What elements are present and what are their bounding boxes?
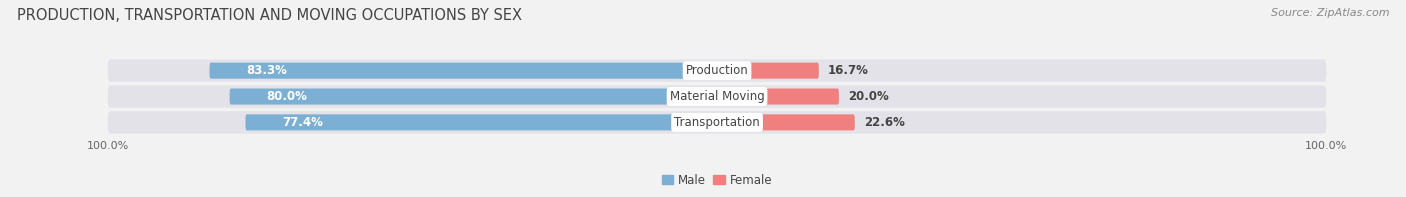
Text: 16.7%: 16.7% xyxy=(828,64,869,77)
Legend: Male, Female: Male, Female xyxy=(657,169,778,191)
Text: Source: ZipAtlas.com: Source: ZipAtlas.com xyxy=(1271,8,1389,18)
FancyBboxPatch shape xyxy=(108,59,1326,82)
Text: Material Moving: Material Moving xyxy=(669,90,765,103)
Text: 22.6%: 22.6% xyxy=(863,116,905,129)
Text: Transportation: Transportation xyxy=(675,116,759,129)
FancyBboxPatch shape xyxy=(108,85,1326,108)
Text: PRODUCTION, TRANSPORTATION AND MOVING OCCUPATIONS BY SEX: PRODUCTION, TRANSPORTATION AND MOVING OC… xyxy=(17,8,522,23)
Text: 77.4%: 77.4% xyxy=(283,116,323,129)
Text: 20.0%: 20.0% xyxy=(848,90,889,103)
Text: 80.0%: 80.0% xyxy=(266,90,307,103)
FancyBboxPatch shape xyxy=(209,63,717,79)
Text: 83.3%: 83.3% xyxy=(246,64,287,77)
FancyBboxPatch shape xyxy=(246,114,717,130)
FancyBboxPatch shape xyxy=(717,88,839,105)
Text: Production: Production xyxy=(686,64,748,77)
FancyBboxPatch shape xyxy=(229,88,717,105)
FancyBboxPatch shape xyxy=(108,111,1326,134)
FancyBboxPatch shape xyxy=(717,63,818,79)
FancyBboxPatch shape xyxy=(717,114,855,130)
